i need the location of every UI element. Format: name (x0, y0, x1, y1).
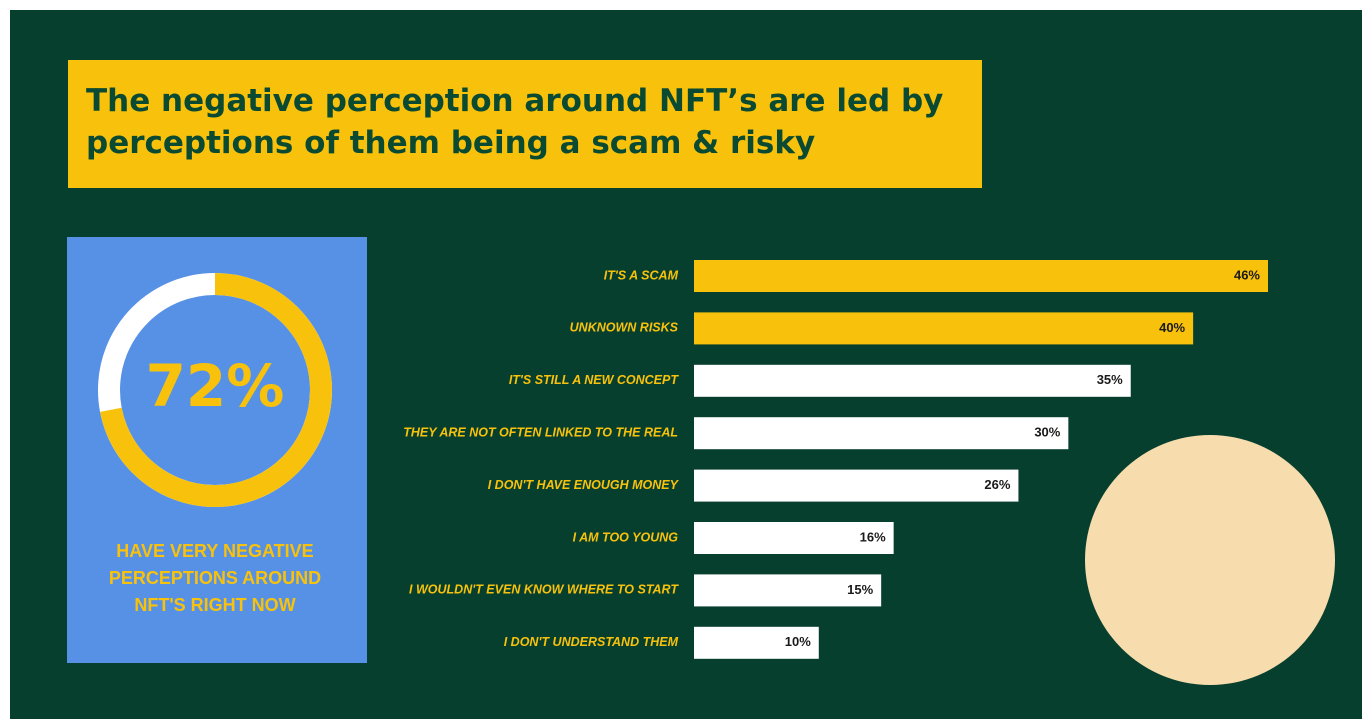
value-label: 40% (1159, 320, 1185, 335)
bar (694, 417, 1068, 449)
donut-caption: HAVE VERY NEGATIVE PERCEPTIONS AROUND NF… (95, 538, 335, 619)
bar (694, 470, 1018, 502)
value-label: 26% (984, 477, 1010, 492)
donut-value: 72% (146, 352, 285, 420)
decoration-circle (1085, 435, 1335, 685)
category-label: THEY ARE NOT OFTEN LINKED TO THE REAL (403, 425, 678, 439)
category-label: I DON'T HAVE ENOUGH MONEY (488, 478, 680, 492)
bar (694, 312, 1193, 344)
value-label: 10% (785, 634, 811, 649)
chart-title: The negative perception around NFT’s are… (86, 80, 966, 164)
value-label: 46% (1234, 267, 1260, 282)
category-label: IT'S A SCAM (604, 268, 679, 282)
category-label: UNKNOWN RISKS (570, 321, 679, 335)
category-label: I WOULDN'T EVEN KNOW WHERE TO START (409, 583, 679, 597)
value-label: 15% (847, 582, 873, 597)
page: 72% IT'S A SCAM 46% UNKNOWN RISKS 40% IT'S ST… (0, 0, 1362, 719)
category-label: I AM TOO YOUNG (573, 530, 679, 544)
value-label: 30% (1034, 425, 1060, 440)
value-label: 35% (1097, 372, 1123, 387)
category-label: I DON'T UNDERSTAND THEM (504, 635, 679, 649)
value-label: 16% (860, 529, 886, 544)
bar (694, 365, 1131, 397)
category-label: IT'S STILL A NEW CONCEPT (509, 373, 680, 387)
bar (694, 260, 1268, 292)
